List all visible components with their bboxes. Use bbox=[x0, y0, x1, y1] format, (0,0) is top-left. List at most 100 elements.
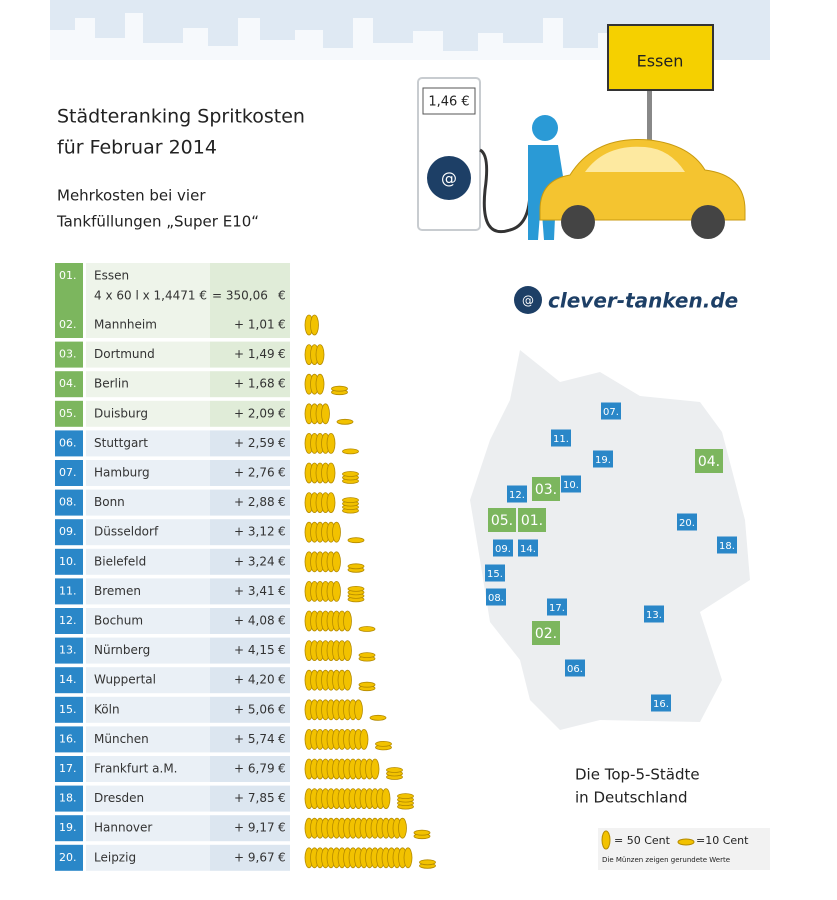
coins bbox=[304, 344, 325, 366]
coins bbox=[304, 521, 365, 544]
car-window bbox=[585, 146, 685, 172]
coin-small bbox=[419, 859, 436, 866]
value-bg bbox=[210, 341, 290, 368]
rank: 01. bbox=[59, 269, 77, 282]
unit: € bbox=[278, 466, 286, 480]
hose bbox=[479, 148, 532, 233]
city: Dresden bbox=[94, 791, 144, 805]
value-bg bbox=[210, 548, 290, 575]
map-label: 20. bbox=[679, 518, 695, 529]
rank-box bbox=[55, 460, 83, 486]
coin-small bbox=[358, 681, 376, 688]
map-marker bbox=[561, 475, 581, 493]
coin-large bbox=[370, 758, 380, 780]
value-bg bbox=[210, 696, 290, 723]
rank: 11. bbox=[59, 584, 77, 597]
rank-box bbox=[55, 489, 83, 516]
value-bg bbox=[210, 263, 290, 313]
pump-display bbox=[422, 87, 476, 115]
map-marker bbox=[677, 513, 697, 531]
coin-small bbox=[342, 471, 359, 477]
value-bg bbox=[210, 460, 290, 486]
table: 01. Essen 4 x 60 l x 1,4471 € = 350,06 €02. M… bbox=[55, 263, 436, 871]
map-marker bbox=[518, 508, 546, 532]
sign bbox=[607, 24, 714, 91]
pump-logo bbox=[427, 156, 471, 200]
rank-box bbox=[55, 312, 83, 338]
value-bg bbox=[210, 756, 290, 782]
city: München bbox=[94, 732, 149, 746]
city: Stuttgart bbox=[94, 436, 148, 450]
coin-large bbox=[332, 551, 341, 573]
row-bg bbox=[86, 578, 210, 605]
row-bg bbox=[86, 548, 210, 575]
coin-large bbox=[343, 610, 352, 632]
rank-box bbox=[55, 371, 83, 398]
pump-price: 1,46 € bbox=[428, 95, 469, 110]
value: + 5,74 bbox=[234, 732, 275, 746]
rank-box bbox=[55, 844, 83, 871]
value: + 1,49 bbox=[234, 347, 275, 361]
coin-large bbox=[321, 403, 330, 425]
coin-small bbox=[347, 563, 365, 570]
coins bbox=[304, 492, 359, 514]
value: + 4,20 bbox=[234, 673, 275, 687]
value: + 4,15 bbox=[234, 643, 275, 657]
map-label: 08. bbox=[488, 593, 504, 604]
rank: 08. bbox=[59, 496, 77, 509]
rank-box bbox=[55, 756, 83, 782]
coin-large bbox=[403, 847, 413, 869]
map-marker bbox=[644, 605, 664, 623]
map-label: 14. bbox=[520, 544, 536, 555]
rank-box bbox=[55, 519, 83, 546]
row-bg bbox=[86, 489, 210, 516]
value: + 9,17 bbox=[234, 821, 275, 835]
unit: € bbox=[278, 732, 286, 746]
value: + 1,68 bbox=[234, 377, 275, 391]
coin-small bbox=[342, 448, 359, 455]
pump-logo-icon: @ bbox=[441, 169, 457, 188]
value: + 6,79 bbox=[234, 762, 275, 776]
rank-box bbox=[55, 696, 83, 723]
row-bg bbox=[86, 637, 210, 664]
unit: € bbox=[278, 495, 286, 509]
value: + 5,06 bbox=[234, 702, 275, 716]
unit: € bbox=[278, 584, 286, 598]
row-bg bbox=[86, 785, 210, 812]
row-bg bbox=[86, 263, 210, 313]
title: für Februar 2014 bbox=[57, 137, 217, 159]
rank: 06. bbox=[59, 436, 77, 449]
unit: € bbox=[278, 406, 286, 420]
map-label: 13. bbox=[646, 610, 662, 621]
map-label: 10. bbox=[563, 480, 579, 491]
row-bg bbox=[86, 371, 210, 398]
value: + 3,12 bbox=[234, 525, 275, 539]
map-labels: 07. 11. 19. 04. 12. 03. 10. 05. 01. 20. 18. 09. 14. 1… bbox=[485, 402, 737, 712]
unit: € bbox=[278, 614, 286, 628]
city: Leipzig bbox=[94, 850, 136, 864]
value: = 350,06 bbox=[212, 289, 268, 303]
rank: 16. bbox=[59, 732, 77, 745]
city: Duisburg bbox=[94, 406, 148, 420]
row-bg bbox=[86, 430, 210, 457]
map-marker bbox=[651, 694, 671, 712]
coin-small bbox=[386, 767, 403, 773]
rank: 05. bbox=[59, 407, 77, 420]
value-bg bbox=[210, 844, 290, 871]
row-bg bbox=[86, 341, 210, 368]
value-bg bbox=[210, 519, 290, 546]
rank-box bbox=[55, 815, 83, 842]
map-label: 04. bbox=[698, 454, 720, 470]
map-label: 16. bbox=[653, 699, 669, 710]
map-label: 11. bbox=[553, 434, 569, 445]
legend-text: =10 Cent bbox=[696, 834, 749, 847]
coins bbox=[304, 640, 376, 662]
coins bbox=[304, 847, 436, 869]
coins bbox=[304, 462, 359, 484]
value-bg bbox=[210, 578, 290, 605]
rank-box bbox=[55, 341, 83, 368]
coins bbox=[304, 699, 387, 721]
unit: € bbox=[278, 702, 286, 716]
value-bg bbox=[210, 608, 290, 634]
